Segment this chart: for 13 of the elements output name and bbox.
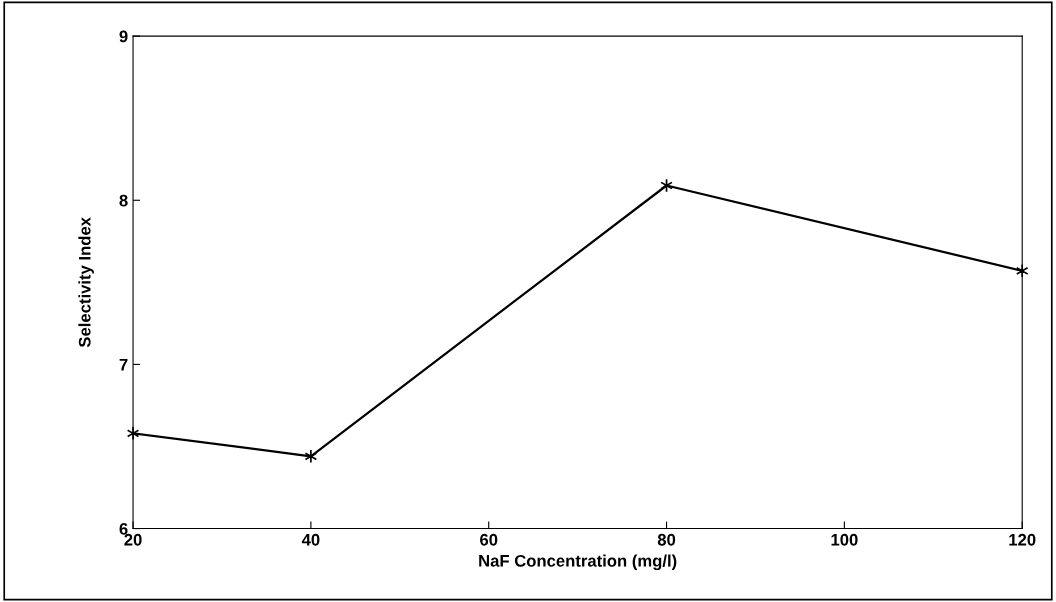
y-tick-label: 8 — [119, 194, 128, 207]
y-tick-label: 7 — [119, 358, 128, 371]
y-axis-title: Selectivity Index — [78, 217, 94, 348]
x-tick-label: 80 — [657, 533, 676, 546]
x-tick-label: 40 — [301, 533, 320, 546]
x-tick-label: 20 — [124, 533, 142, 546]
x-tick-label: 60 — [480, 533, 498, 546]
x-tick-label: 120 — [1009, 533, 1036, 546]
y-tick-label: 9 — [119, 30, 128, 43]
point — [304, 449, 318, 464]
x-tick-label: 100 — [831, 533, 858, 546]
x-axis-title: NaF Concentration (mg/l) — [479, 554, 677, 571]
y-tick-label: 6 — [119, 522, 128, 535]
